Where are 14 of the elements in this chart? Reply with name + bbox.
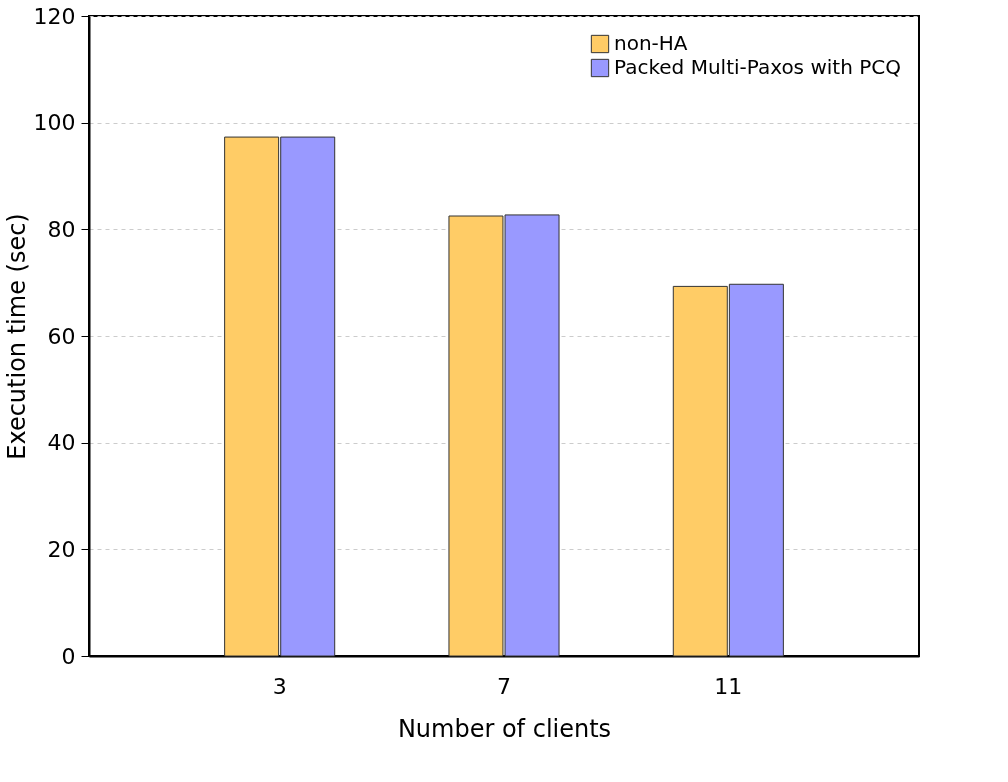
y-tick-label: 80 <box>47 216 76 242</box>
x-tick-label: 7 <box>497 673 511 699</box>
legend-label: Packed Multi-Paxos with PCQ <box>614 55 901 79</box>
y-tick-label: 120 <box>33 3 76 29</box>
y-axis-title: Execution time (sec) <box>2 213 31 460</box>
x-tick-label: 3 <box>272 673 287 699</box>
y-tick-label: 100 <box>33 110 76 136</box>
y-tick-label: 20 <box>47 536 76 562</box>
x-axis-title: Number of clients <box>397 714 612 743</box>
y-tick-label: 0 <box>61 643 76 669</box>
x-tick-label: 11 <box>714 673 743 699</box>
y-tick-label: 60 <box>47 323 76 349</box>
y-tick-label: 40 <box>47 430 76 456</box>
legend-label: non-HA <box>614 31 688 55</box>
